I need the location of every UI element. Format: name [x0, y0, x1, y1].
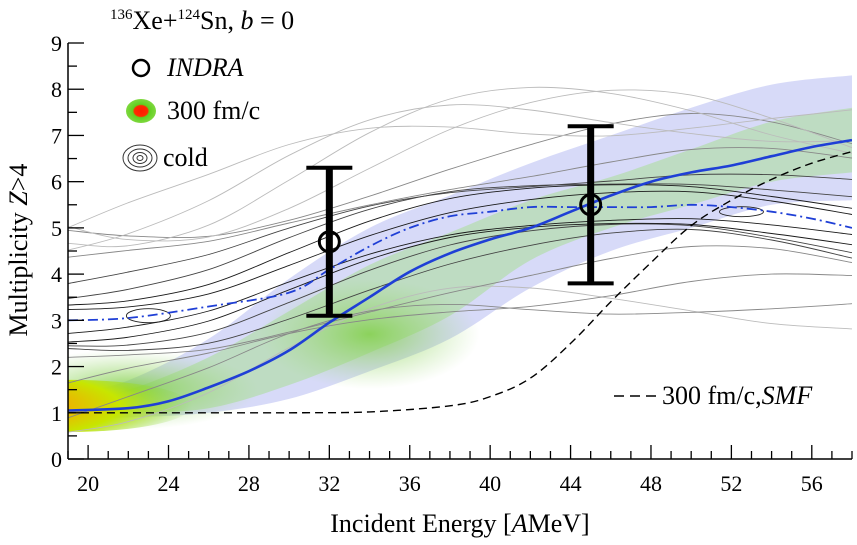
x-tick-label: 44 — [560, 471, 582, 496]
cold-contour — [68, 218, 852, 334]
x-tick-label: 36 — [399, 471, 421, 496]
series-line-300-fm-c-smf — [68, 150, 852, 414]
x-tick-label: 32 — [318, 471, 340, 496]
legend-cold-label: cold — [163, 143, 208, 172]
indra-marker — [579, 193, 603, 217]
cold-contour — [68, 285, 852, 433]
green-blob-mid — [259, 279, 480, 390]
cold-contour — [68, 86, 852, 248]
legend-indra-marker — [131, 58, 151, 78]
y-tick-label: 2 — [51, 355, 62, 380]
series-lines — [68, 138, 852, 414]
legend-cold-marker — [122, 144, 158, 172]
x-tick-label: 20 — [77, 471, 99, 496]
y-tick-label: 6 — [51, 170, 62, 195]
cold-contour — [68, 109, 852, 229]
cold-contour — [68, 147, 852, 258]
x-tick-label: 40 — [479, 471, 501, 496]
cold-contour-island — [125, 308, 171, 324]
hot-region — [68, 279, 480, 432]
x-tick-label: 24 — [158, 471, 180, 496]
indra-point — [567, 124, 614, 286]
y-tick-label: 1 — [51, 401, 62, 426]
legend-300fm-marker — [126, 99, 156, 123]
indra-marker — [317, 230, 341, 254]
legend-smf-label: 300 fm/c,SMF — [662, 381, 813, 410]
series-line-cold-mean- — [68, 203, 852, 322]
chart-title: 136Xe+124Sn, b = 0 — [110, 6, 294, 35]
cold-contour — [68, 190, 852, 310]
cold-contour — [68, 223, 852, 347]
series-line-300-fm-c-mean- — [68, 138, 852, 412]
x-tick-label: 28 — [238, 471, 260, 496]
indra-point — [306, 165, 353, 318]
legend-300fm-label: 300 fm/c — [167, 96, 260, 125]
y-tick-label: 4 — [51, 262, 62, 287]
indra-points — [306, 124, 614, 318]
legend-indra-label: INDRA — [166, 53, 244, 82]
cold-contour — [68, 89, 852, 242]
cold-contour — [68, 273, 852, 384]
x-axis-label: Incident Energy [AMeV] — [330, 509, 589, 538]
cold-contour — [68, 184, 852, 306]
cold-contour — [68, 113, 852, 239]
cold-contour — [68, 245, 852, 358]
cold-contour — [68, 183, 852, 300]
x-tick-label: 48 — [640, 471, 662, 496]
y-tick-label: 5 — [51, 216, 62, 241]
y-tick-label: 7 — [51, 123, 62, 148]
cold-contour — [68, 104, 852, 251]
y-axis-label: Multiplicity Z>4 — [4, 164, 33, 337]
x-tick-label: 52 — [720, 471, 742, 496]
y-tick-label: 9 — [51, 31, 62, 56]
cold-contour — [68, 173, 852, 285]
cold-contours — [68, 86, 852, 433]
cold-contour-island — [718, 206, 764, 218]
y-tick-label: 0 — [51, 447, 62, 472]
cold-contour — [68, 228, 852, 352]
cold-contour — [68, 303, 852, 419]
hot-core — [68, 379, 192, 432]
cold-contour — [68, 222, 852, 343]
y-tick-label: 3 — [51, 308, 62, 333]
x-tick-label: 56 — [801, 471, 823, 496]
y-tick-label: 8 — [51, 77, 62, 102]
legend: INDRA 300 fm/c cold 300 fm/c,SMF — [122, 53, 813, 410]
